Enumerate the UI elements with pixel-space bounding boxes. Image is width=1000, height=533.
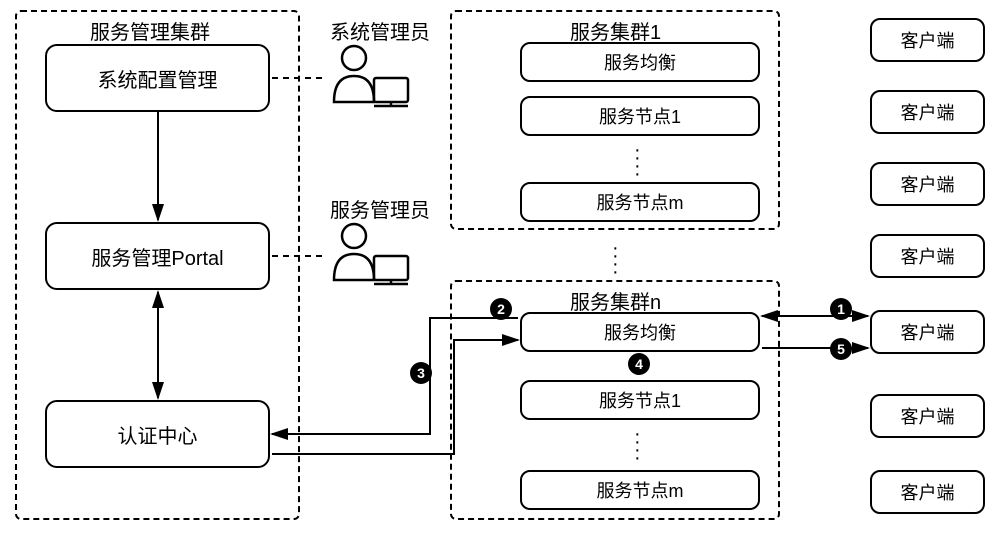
svcn-nodem-label: 服务节点m: [597, 477, 684, 503]
sys-config-label: 系统配置管理: [98, 64, 218, 93]
client-label: 客户端: [901, 243, 955, 269]
svc1-balance-label: 服务均衡: [604, 49, 676, 75]
step-badge-5: 5: [830, 338, 852, 360]
svcn-node1-box: 服务节点1: [520, 380, 760, 420]
svc-admin-icon: [328, 220, 414, 290]
mgmt-cluster-title: 服务管理集群: [90, 16, 210, 45]
sys-config-box: 系统配置管理: [45, 44, 270, 112]
step-badge-2: 2: [490, 298, 512, 320]
svcn-node1-label: 服务节点1: [599, 387, 681, 413]
client-label: 客户端: [901, 171, 955, 197]
auth-center-label: 认证中心: [118, 420, 198, 449]
svc-cluster-1-title: 服务集群1: [570, 16, 661, 45]
client-box-3: 客户端: [870, 162, 985, 206]
client-label: 客户端: [901, 479, 955, 505]
svc1-vdots: ····: [634, 146, 641, 178]
diagram-stage: 服务管理集群 系统配置管理 服务管理Portal 认证中心 系统管理员 服务管理…: [0, 0, 1000, 533]
between-clusters-vdots: ····: [612, 244, 619, 276]
svcn-balance-box: 服务均衡: [520, 312, 760, 352]
svc-cluster-n-title: 服务集群n: [570, 286, 661, 315]
svc1-nodem-box: 服务节点m: [520, 182, 760, 222]
svc-admin-label: 服务管理员: [330, 194, 430, 223]
step-badge-1: 1: [830, 298, 852, 320]
svcn-nodem-box: 服务节点m: [520, 470, 760, 510]
svc1-nodem-label: 服务节点m: [597, 189, 684, 215]
portal-label: 服务管理Portal: [91, 242, 223, 271]
client-box-1: 客户端: [870, 18, 985, 62]
sys-admin-icon: [328, 42, 414, 112]
svc1-balance-box: 服务均衡: [520, 42, 760, 82]
client-label: 客户端: [901, 403, 955, 429]
client-box-5: 客户端: [870, 310, 985, 354]
client-box-6: 客户端: [870, 394, 985, 438]
auth-center-box: 认证中心: [45, 400, 270, 468]
client-box-7: 客户端: [870, 470, 985, 514]
svcn-balance-label: 服务均衡: [604, 319, 676, 345]
portal-box: 服务管理Portal: [45, 222, 270, 290]
client-box-4: 客户端: [870, 234, 985, 278]
step-badge-4: 4: [628, 353, 650, 375]
svc1-node1-box: 服务节点1: [520, 96, 760, 136]
client-box-2: 客户端: [870, 90, 985, 134]
svc1-node1-label: 服务节点1: [599, 103, 681, 129]
sys-admin-label: 系统管理员: [330, 16, 430, 45]
svcn-vdots: ····: [634, 430, 641, 462]
client-label: 客户端: [901, 99, 955, 125]
client-label: 客户端: [901, 319, 955, 345]
step-badge-3: 3: [410, 362, 432, 384]
client-label: 客户端: [901, 27, 955, 53]
